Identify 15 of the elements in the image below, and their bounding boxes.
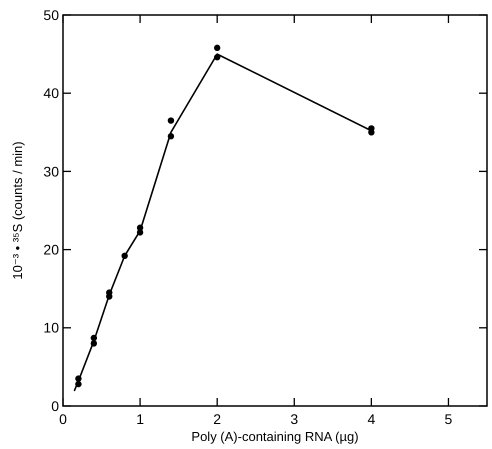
point <box>214 44 220 52</box>
y-tick-label: 20 <box>43 242 60 258</box>
x-tick-label: 3 <box>290 411 298 427</box>
x-axis-title: Poly (A)-containing RNA (µg) <box>191 429 359 444</box>
x-tick-label: 5 <box>444 411 453 427</box>
y-tick-label: 40 <box>43 85 60 102</box>
y-tick-label: 0 <box>51 398 60 414</box>
x-tick-label: 1 <box>136 411 144 427</box>
y-tick-label: 30 <box>43 163 60 180</box>
y-axis-title: 10⁻³ • ³⁵S (counts / min) <box>10 141 25 280</box>
x-tick-label: 2 <box>213 411 222 427</box>
point <box>168 117 174 124</box>
y-tick-label: 50 <box>43 6 60 23</box>
y-tick-label: 10 <box>43 320 60 336</box>
x-tick-label: 4 <box>367 411 376 427</box>
